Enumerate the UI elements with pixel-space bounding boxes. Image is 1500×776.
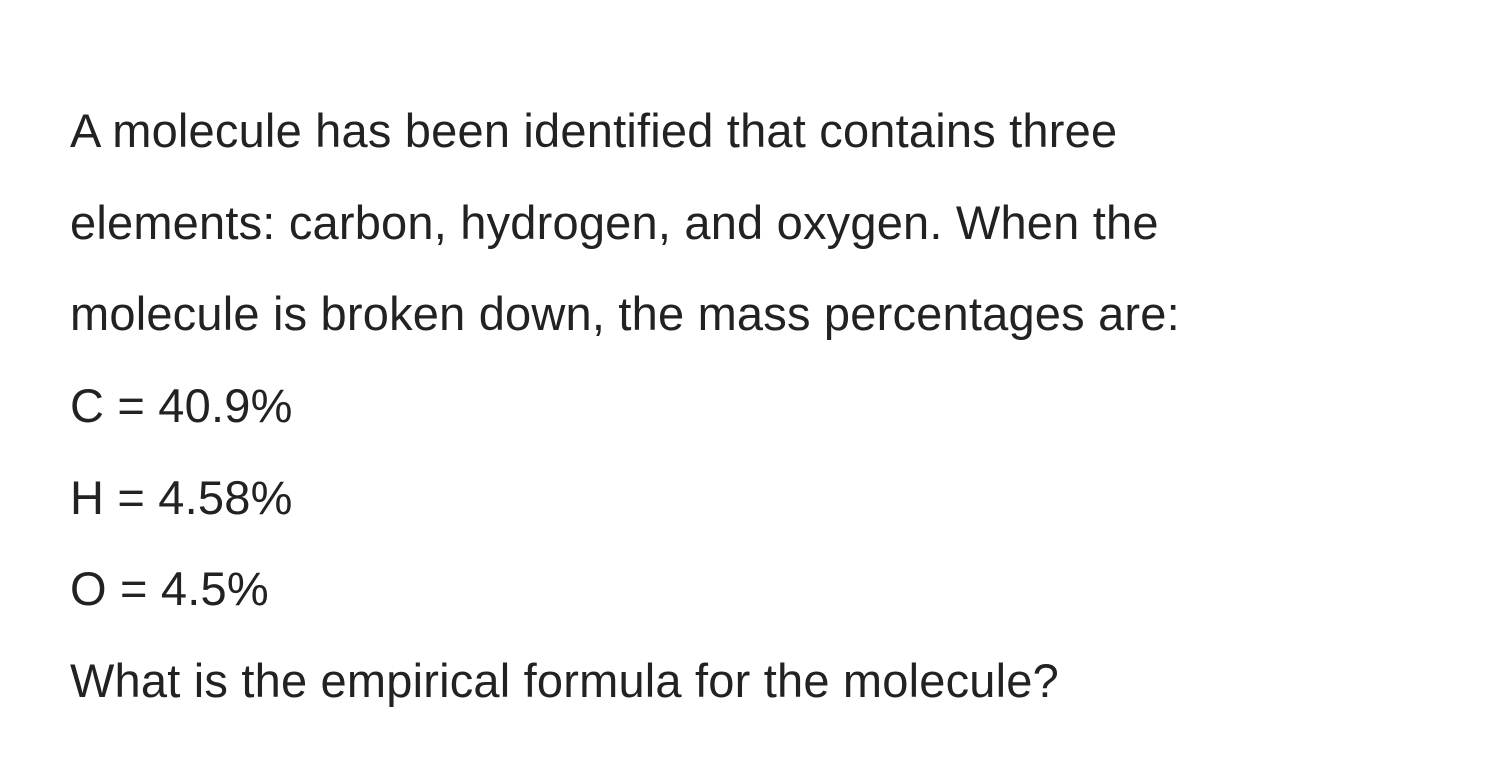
text-line-5: H = 4.58% bbox=[70, 452, 1430, 544]
text-line-4: C = 40.9% bbox=[70, 360, 1430, 452]
text-line-3: molecule is broken down, the mass percen… bbox=[70, 268, 1430, 360]
text-line-1: A molecule has been identified that cont… bbox=[70, 85, 1430, 177]
document-content: A molecule has been identified that cont… bbox=[0, 0, 1500, 726]
text-line-7: What is the empirical formula for the mo… bbox=[70, 635, 1430, 727]
text-line-6: O = 4.5% bbox=[70, 543, 1430, 635]
text-line-2: elements: carbon, hydrogen, and oxygen. … bbox=[70, 177, 1430, 269]
